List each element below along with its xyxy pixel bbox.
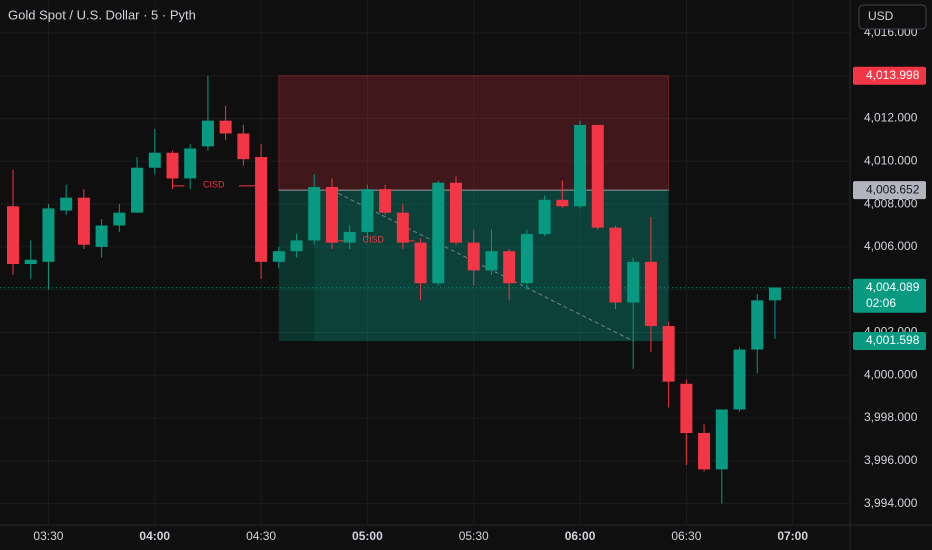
- stop-zone: [278, 75, 670, 191]
- candle-body: [148, 152, 161, 168]
- candle-body: [325, 186, 338, 243]
- price-label: 4,013.998: [866, 68, 920, 82]
- candle-body: [751, 300, 764, 350]
- candle-body: [24, 259, 37, 264]
- candle-body: [556, 199, 569, 207]
- candle-body: [715, 409, 728, 470]
- candle-body: [272, 251, 285, 262]
- price-label: 4,001.598: [866, 333, 920, 347]
- candle-body: [574, 124, 587, 207]
- x-tick-label: 04:00: [139, 529, 170, 543]
- x-tick-label: 05:30: [459, 529, 489, 543]
- candle-body: [343, 231, 356, 243]
- trade-path: [331, 189, 634, 342]
- candle-body: [698, 433, 711, 470]
- candle-body: [255, 157, 268, 262]
- candle-body: [396, 212, 409, 243]
- candle-body: [166, 152, 179, 179]
- x-tick-label: 06:00: [565, 529, 596, 543]
- candle-body: [219, 120, 232, 134]
- candle-body: [450, 182, 462, 243]
- candle-body: [414, 242, 427, 284]
- price-label: 4,008.652: [866, 182, 920, 196]
- y-tick-label: 4,006.000: [864, 239, 918, 253]
- currency-label[interactable]: USD: [868, 9, 894, 23]
- y-tick-label: 3,998.000: [864, 410, 918, 424]
- y-tick-label: 4,012.000: [864, 111, 918, 125]
- candle-body: [591, 124, 604, 228]
- candle-body: [201, 120, 214, 147]
- price-label-box: [853, 66, 926, 85]
- candle-body: [60, 197, 73, 211]
- x-tick-label: 04:30: [246, 529, 276, 543]
- y-tick-label: 4,008.000: [864, 196, 918, 210]
- candle-body: [184, 148, 197, 179]
- candle-body: [95, 225, 108, 247]
- candle-body: [7, 206, 19, 264]
- countdown: 02:06: [866, 296, 896, 310]
- candle-body: [609, 227, 622, 303]
- cisd-label: CISD: [363, 234, 385, 244]
- candle-body: [42, 208, 55, 262]
- candle-body: [538, 199, 551, 235]
- x-tick-label: 07:00: [777, 529, 808, 543]
- candle-body: [77, 197, 90, 245]
- price-label-box: [853, 278, 926, 313]
- candle-body: [733, 349, 746, 410]
- candle-body: [503, 251, 516, 284]
- candle-body: [379, 189, 392, 213]
- candle-body: [432, 182, 445, 284]
- x-tick-label: 06:30: [671, 529, 701, 543]
- x-tick-label: 03:30: [33, 529, 63, 543]
- chart-title: Gold Spot / U.S. Dollar · 5 · Pyth: [8, 7, 196, 22]
- cisd-label: CISD: [203, 179, 225, 189]
- candle-body: [627, 261, 640, 303]
- candle-body: [768, 287, 781, 301]
- y-tick-label: 3,996.000: [864, 453, 918, 467]
- candle-body: [662, 326, 675, 382]
- y-tick-label: 4,000.000: [864, 367, 918, 381]
- candle-body: [467, 242, 480, 271]
- candle-body: [131, 167, 144, 213]
- candle-body: [680, 383, 693, 434]
- candle-body: [644, 261, 657, 327]
- candle-body: [361, 189, 374, 232]
- candle-body: [290, 240, 303, 252]
- x-tick-label: 05:00: [352, 529, 383, 543]
- price-label-box: [853, 181, 926, 200]
- y-tick-label: 4,010.000: [864, 153, 918, 167]
- candle-body: [485, 251, 498, 271]
- currency-button[interactable]: [858, 4, 927, 30]
- candle-body: [308, 186, 321, 241]
- y-tick-label: 3,994.000: [864, 496, 918, 510]
- candle-body: [237, 133, 250, 160]
- candle-body: [113, 212, 126, 226]
- price-label: 4,004.089: [866, 280, 920, 294]
- candle-body: [520, 234, 533, 284]
- price-label-box: [853, 332, 926, 351]
